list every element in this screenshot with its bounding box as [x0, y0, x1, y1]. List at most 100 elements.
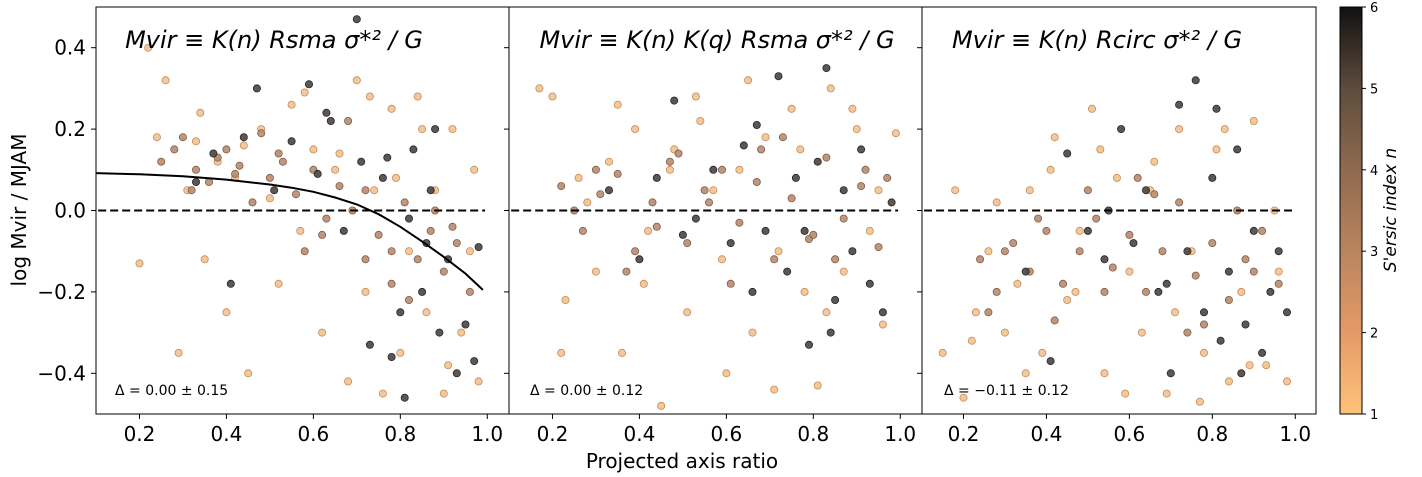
data-point — [196, 108, 205, 117]
data-point — [1042, 226, 1051, 235]
data-point — [1175, 125, 1184, 134]
data-point — [1034, 214, 1043, 223]
data-point — [752, 177, 761, 186]
colorbar-tick-label: 5 — [1370, 82, 1378, 97]
data-point — [1274, 247, 1283, 256]
data-point — [1046, 357, 1055, 366]
data-point — [1142, 287, 1151, 296]
data-point — [1195, 397, 1204, 406]
data-point — [1224, 295, 1233, 304]
data-point — [222, 145, 231, 154]
data-point — [1129, 239, 1138, 248]
data-point — [1191, 271, 1200, 280]
data-point — [265, 194, 274, 203]
data-point — [1208, 239, 1217, 248]
data-point — [404, 295, 413, 304]
data-point — [822, 153, 831, 162]
data-point — [652, 222, 661, 231]
data-point — [826, 84, 835, 93]
data-point — [861, 165, 870, 174]
data-point — [683, 308, 692, 317]
data-point — [470, 165, 479, 174]
data-point — [1025, 186, 1034, 195]
colorbar-tick-label: 1 — [1370, 408, 1378, 423]
data-point — [1249, 117, 1258, 126]
data-point — [1021, 267, 1030, 276]
data-point — [344, 377, 353, 386]
data-point — [1100, 369, 1109, 378]
data-point — [322, 108, 331, 117]
data-point — [422, 308, 431, 317]
data-point — [204, 177, 213, 186]
data-point — [1212, 104, 1221, 113]
data-point — [1258, 226, 1267, 235]
data-point — [631, 247, 640, 256]
data-point — [800, 287, 809, 296]
data-point — [274, 149, 283, 158]
data-point — [984, 247, 993, 256]
data-point — [1150, 190, 1159, 199]
data-point — [1245, 361, 1254, 370]
data-point — [474, 377, 483, 386]
data-point — [752, 121, 761, 130]
data-point — [1175, 198, 1184, 207]
data-point — [361, 186, 370, 195]
data-point — [774, 72, 783, 81]
data-point — [1249, 267, 1258, 276]
data-point — [1200, 348, 1209, 357]
panel-3-title: Mvir ≡ K(n) Rcirc σ*² / G — [952, 26, 1242, 54]
data-point — [787, 104, 796, 113]
data-point — [235, 161, 244, 170]
colorbar-ticks: 6 5 4 3 2 1 — [1362, 1, 1378, 423]
data-point — [857, 145, 866, 154]
data-point — [976, 255, 985, 264]
data-point — [822, 308, 831, 317]
data-point — [631, 125, 640, 134]
data-point — [874, 243, 883, 252]
data-point — [618, 348, 627, 357]
data-point — [1009, 239, 1018, 248]
data-point — [535, 84, 544, 93]
data-point — [674, 149, 683, 158]
data-point — [435, 328, 444, 337]
data-point — [1158, 247, 1167, 256]
data-point — [1175, 100, 1184, 109]
data-point — [578, 226, 587, 235]
data-point — [735, 218, 744, 227]
data-point — [226, 279, 235, 288]
y-axis-label: log Mvir / MJAM — [7, 134, 31, 287]
data-point — [174, 348, 183, 357]
data-point — [852, 125, 861, 134]
panel-2: 0.2 0.4 0.6 0.8 1.0 — [504, 6, 923, 446]
panel-3: 0.2 0.4 0.6 0.8 1.0 — [917, 6, 1317, 446]
data-point — [583, 198, 592, 207]
data-point — [1063, 149, 1072, 158]
data-point — [1200, 320, 1209, 329]
data-point — [967, 336, 976, 345]
data-point — [678, 230, 687, 239]
data-point — [331, 165, 340, 174]
data-point — [1125, 267, 1134, 276]
data-point — [318, 328, 327, 337]
data-point — [426, 226, 435, 235]
data-point — [278, 157, 287, 166]
data-point — [426, 186, 435, 195]
data-point — [971, 308, 980, 317]
data-point — [839, 186, 848, 195]
colorbar-tick-label: 3 — [1370, 245, 1378, 260]
data-point — [691, 214, 700, 223]
data-point — [839, 267, 848, 276]
data-point — [1125, 230, 1134, 239]
data-point — [883, 173, 892, 182]
data-point — [865, 279, 874, 288]
data-point — [722, 369, 731, 378]
data-point — [822, 64, 831, 73]
data-point — [178, 133, 187, 142]
x-tick-label: 0.4 — [1031, 422, 1063, 446]
data-point — [748, 287, 757, 296]
data-point — [448, 222, 457, 231]
data-point — [1059, 279, 1068, 288]
data-point — [613, 100, 622, 109]
data-point — [1274, 279, 1283, 288]
data-point — [613, 169, 622, 178]
